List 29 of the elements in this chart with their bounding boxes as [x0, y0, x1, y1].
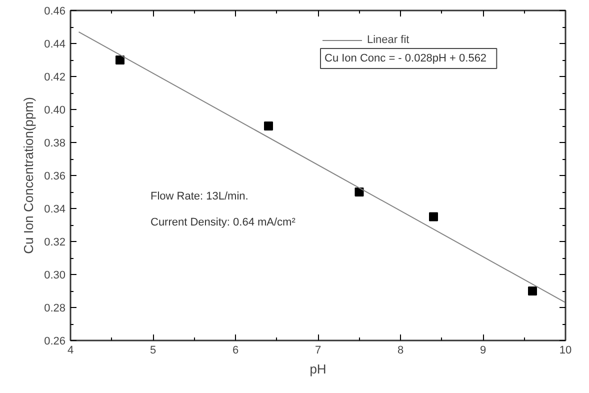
- y-tick-label: 0.36: [44, 170, 66, 182]
- y-tick-label: 0.42: [44, 72, 66, 84]
- annotation: Cu Ion Conc = - 0.028pH + 0.562: [324, 52, 487, 64]
- point: [528, 286, 537, 296]
- annotation: Current Density: 0.64 mA/cm²: [150, 216, 296, 228]
- annotation: Flow Rate: 13L/min.: [150, 190, 248, 202]
- y-tick-label: 0.32: [44, 236, 66, 248]
- x-axis-title: pH: [310, 362, 326, 376]
- y-tick-label: 0.28: [44, 302, 66, 314]
- y-tick-label: 0.30: [44, 270, 66, 282]
- x-tick-label: 10: [559, 344, 572, 356]
- point: [354, 188, 364, 196]
- x-tick-label: 4: [67, 344, 74, 356]
- x-tick-label: 6: [232, 344, 239, 356]
- legend-label: Linear fit: [367, 34, 410, 46]
- x-tick-label: 9: [480, 344, 486, 356]
- y-tick-label: 0.38: [44, 138, 66, 150]
- y-tick-label: 0.46: [44, 6, 66, 18]
- y-tick-label: 0.26: [44, 336, 66, 348]
- y-tick-label: 0.40: [44, 104, 66, 116]
- x-tick-label: 8: [397, 344, 404, 356]
- x-tick-label: 5: [150, 344, 156, 356]
- point: [116, 56, 124, 64]
- point: [264, 122, 273, 130]
- point: [429, 212, 438, 222]
- y-tick-label: 0.34: [44, 204, 66, 216]
- y-axis-title: Cu Ion Concentration(ppm): [21, 97, 36, 254]
- y-tick-label: 0.44: [44, 38, 66, 50]
- x-tick-label: 7: [314, 344, 322, 356]
